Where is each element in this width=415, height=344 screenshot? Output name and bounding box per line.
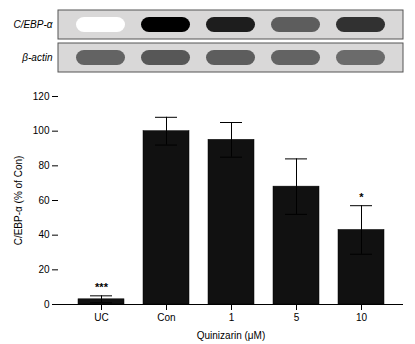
svg-text:80: 80 xyxy=(38,160,50,171)
svg-text:10: 10 xyxy=(356,312,368,323)
svg-text:40: 40 xyxy=(38,229,50,240)
svg-text:100: 100 xyxy=(33,125,50,136)
svg-text:0: 0 xyxy=(44,299,50,310)
svg-text:60: 60 xyxy=(38,195,50,206)
svg-text:1: 1 xyxy=(229,312,235,323)
svg-text:*: * xyxy=(359,191,364,203)
svg-text:Con: Con xyxy=(157,312,175,323)
svg-text:C/EBP-α (% of Con): C/EBP-α (% of Con) xyxy=(13,156,24,246)
svg-text:β-actin: β-actin xyxy=(21,52,53,63)
svg-text:***: *** xyxy=(95,281,109,293)
svg-text:UC: UC xyxy=(94,312,108,323)
svg-text:120: 120 xyxy=(33,91,50,102)
svg-text:Quinizarin (μM): Quinizarin (μM) xyxy=(197,330,266,341)
svg-text:C/EBP-α: C/EBP-α xyxy=(13,19,52,30)
svg-text:5: 5 xyxy=(294,312,300,323)
svg-text:20: 20 xyxy=(38,264,50,275)
